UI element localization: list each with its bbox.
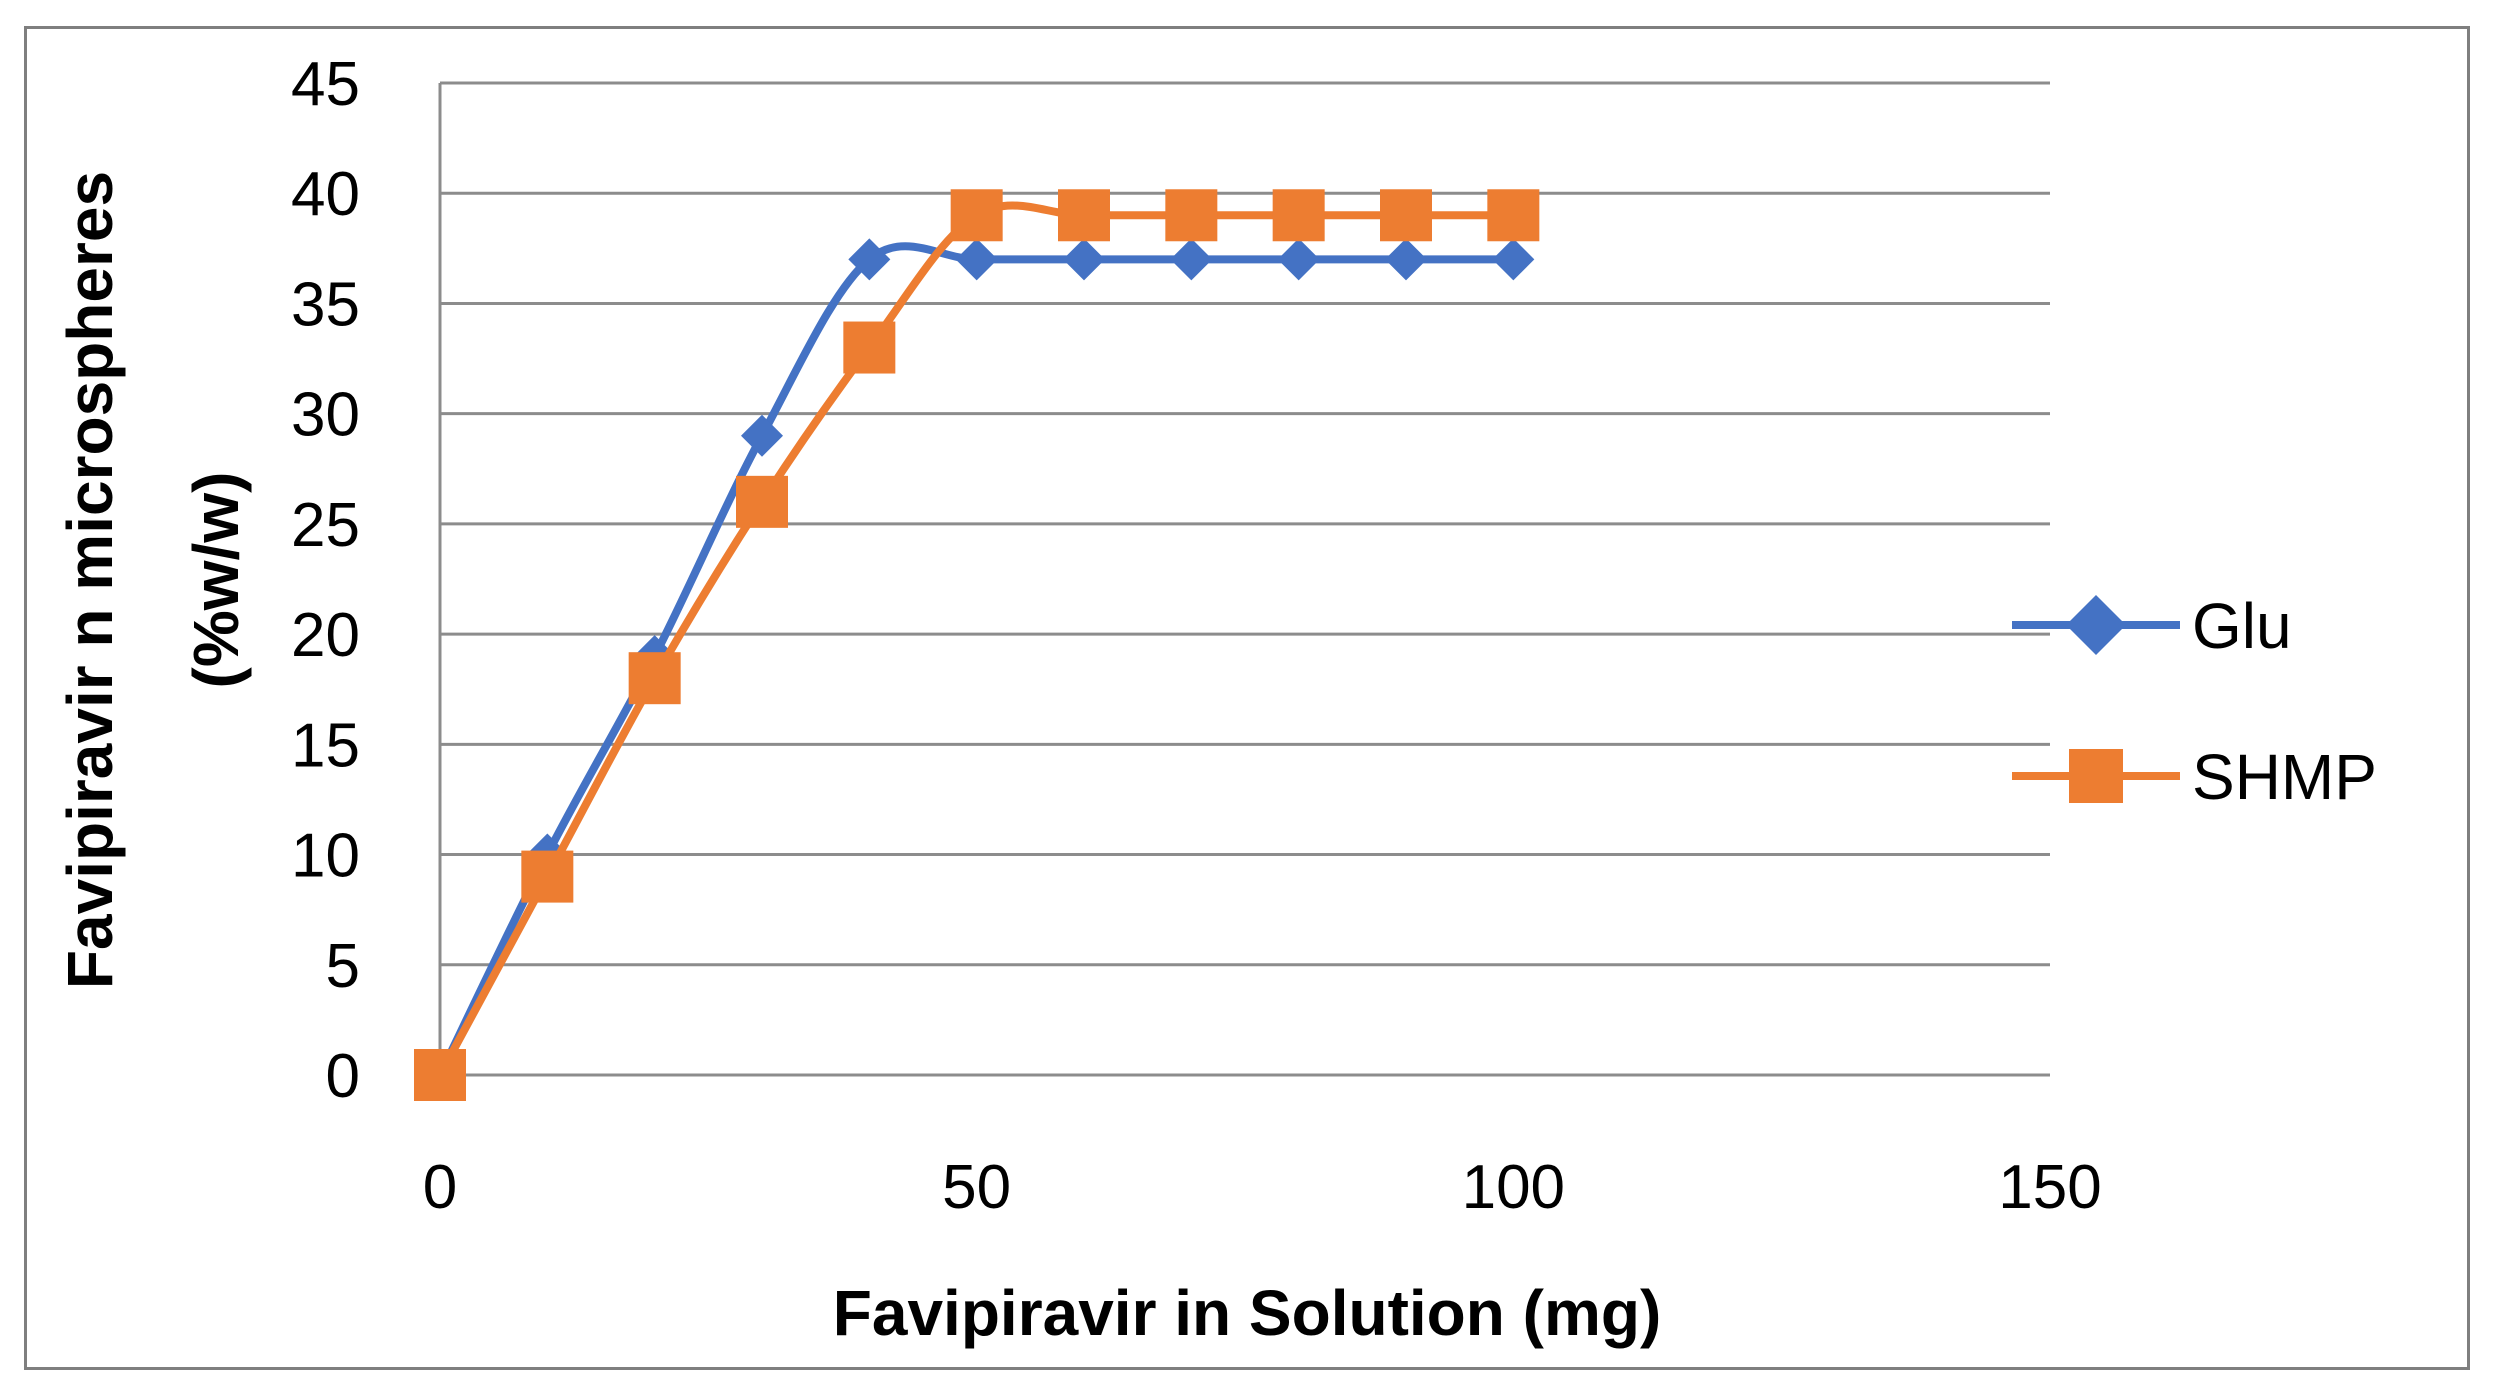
data-point-glu-90	[1385, 238, 1427, 281]
y-tick-label-15: 15	[291, 711, 360, 780]
data-point-shmp-50	[950, 189, 1003, 242]
legend-marker-glu	[2066, 595, 2126, 655]
data-point-glu-30	[741, 414, 783, 457]
y-tick-label-5: 5	[326, 932, 360, 1001]
gridlines	[438, 81, 2050, 1077]
x-tick-label-150: 150	[1998, 1153, 2101, 1222]
y-axis-title-line2: (%w/w)	[180, 472, 252, 689]
x-tick-label-50: 50	[942, 1153, 1011, 1222]
data-point-glu-60	[1063, 238, 1105, 281]
data-point-shmp-40	[843, 321, 896, 374]
data-point-shmp-0	[414, 1049, 466, 1101]
data-point-glu-40	[848, 238, 891, 281]
y-tick-label-30: 30	[291, 381, 360, 450]
data-point-shmp-70	[1165, 189, 1218, 242]
x-tick-label-100: 100	[1462, 1153, 1565, 1222]
data-point-glu-80	[1277, 238, 1320, 281]
series-line-shmp	[436, 201, 1514, 1077]
data-point-glu-70	[1170, 238, 1213, 281]
y-tick-label-0: 0	[326, 1042, 360, 1111]
y-tick-label-25: 25	[291, 491, 360, 560]
data-point-shmp-60	[1058, 189, 1110, 242]
data-point-glu-50	[955, 238, 998, 281]
data-point-glu-100	[1492, 238, 1535, 281]
series-line-glu	[436, 242, 1514, 1077]
data-point-shmp-30	[736, 475, 788, 528]
data-point-shmp-100	[1487, 189, 1540, 242]
data-point-shmp-80	[1272, 189, 1325, 242]
legend-marker-shmp	[2069, 749, 2123, 803]
series-layer	[414, 189, 1540, 1101]
y-axis: 0 5 10 15 20 25 30 35 40 45	[291, 50, 360, 1111]
data-point-shmp-10	[521, 850, 574, 903]
legend-item-shmp: SHMP	[2012, 741, 2377, 813]
x-axis: 0 50 100 150	[423, 1153, 2102, 1222]
y-tick-label-20: 20	[291, 601, 360, 670]
data-point-shmp-90	[1380, 189, 1432, 242]
legend-label-shmp: SHMP	[2192, 741, 2377, 813]
legend: Glu SHMP	[2012, 590, 2377, 813]
y-tick-label-40: 40	[291, 160, 360, 229]
chart-frame	[24, 26, 2470, 1370]
legend-label-glu: Glu	[2192, 590, 2292, 662]
y-tick-label-10: 10	[291, 822, 360, 891]
y-axis-title-line1: Favipiravir n microspheres	[54, 171, 126, 989]
y-tick-label-45: 45	[291, 50, 360, 119]
series-shmp	[414, 189, 1540, 1101]
legend-item-glu: Glu	[2012, 590, 2292, 662]
y-tick-label-35: 35	[291, 270, 360, 339]
x-axis-title: Favipiravir in Solution (mg)	[833, 1277, 1662, 1349]
series-glu	[419, 238, 1535, 1096]
data-point-shmp-20	[628, 652, 681, 705]
x-tick-label-0: 0	[423, 1153, 457, 1222]
